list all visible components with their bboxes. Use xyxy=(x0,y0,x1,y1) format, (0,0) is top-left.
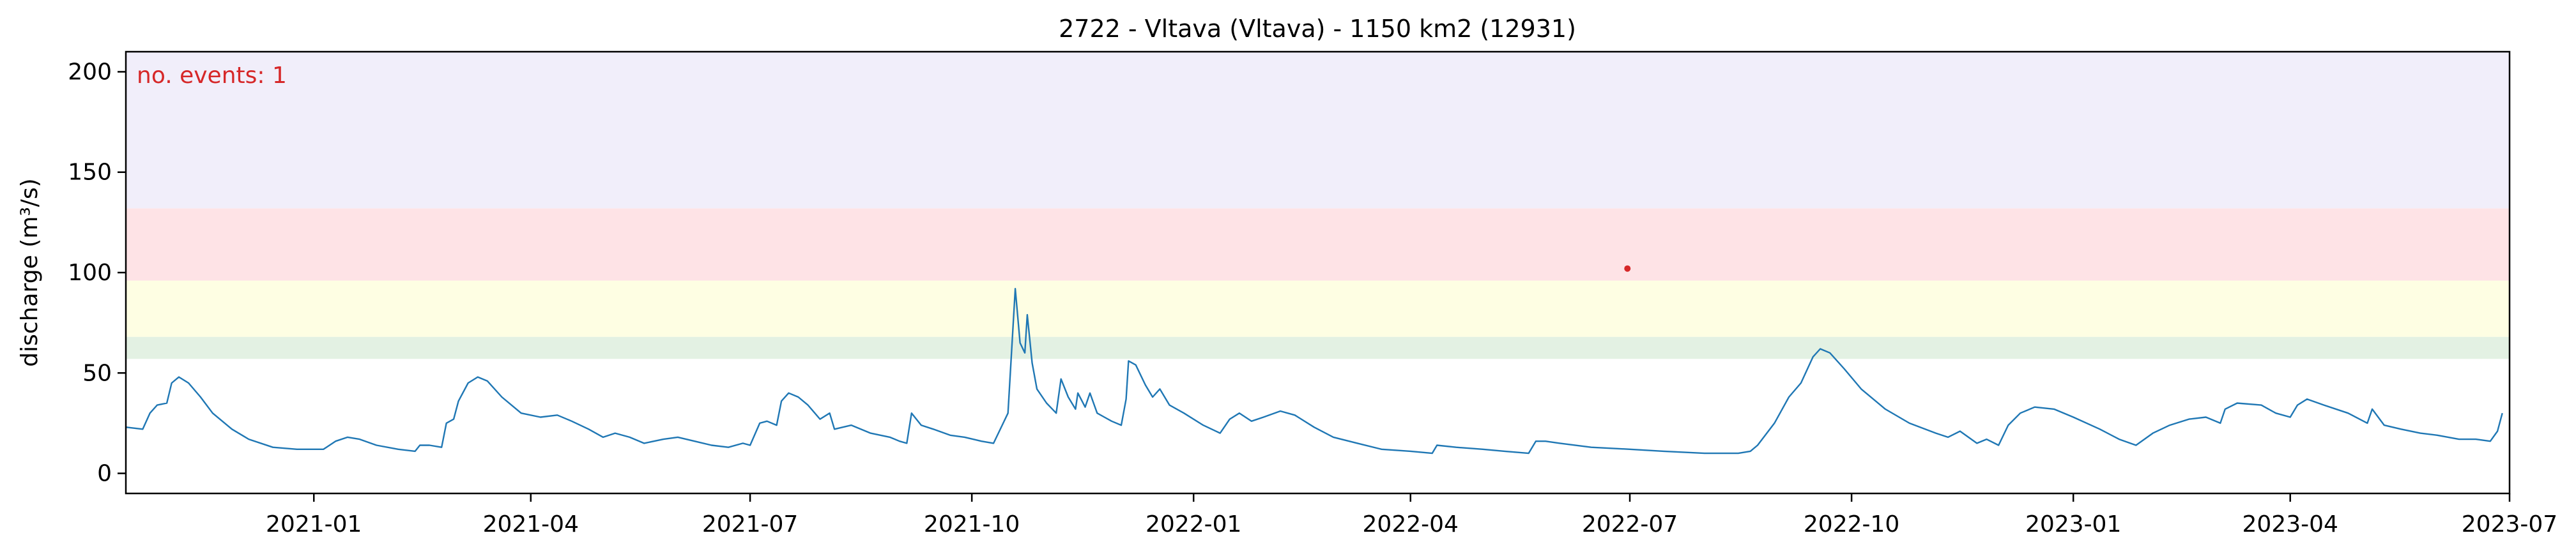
y-tick-label: 100 xyxy=(68,260,112,286)
y-axis-label: discharge (m³/s) xyxy=(17,178,43,366)
y-tick-label: 50 xyxy=(82,360,112,386)
threshold-band-3 xyxy=(126,52,2510,209)
x-tick-label: 2021-04 xyxy=(483,511,579,537)
event-point-0 xyxy=(1624,265,1631,272)
event-markers xyxy=(1624,265,1631,272)
x-axis: 2021-01 2021-04 2021-07 2021-10 2022-01 2022-… xyxy=(266,493,2557,537)
y-tick-label: 0 xyxy=(97,461,112,487)
x-tick-label: 2021-01 xyxy=(266,511,362,537)
x-tick-label: 2022-01 xyxy=(1146,511,1241,537)
x-tick-label: 2021-10 xyxy=(924,511,1020,537)
threshold-band-0 xyxy=(126,336,2510,359)
x-tick-label: 2023-01 xyxy=(2025,511,2121,537)
y-tick-label: 150 xyxy=(68,160,112,186)
threshold-band-1 xyxy=(126,280,2510,337)
y-tick-label: 200 xyxy=(68,59,112,85)
chart-title: 2722 - Vltava (Vltava) - 1150 km2 (12931… xyxy=(1059,15,1576,43)
x-tick-label: 2022-10 xyxy=(1804,511,1899,537)
discharge-series xyxy=(125,288,2503,455)
x-tick-label: 2021-07 xyxy=(702,511,798,537)
threshold-band-2 xyxy=(126,208,2510,281)
x-tick-label: 2023-04 xyxy=(2242,511,2338,537)
threshold-bands xyxy=(126,52,2510,359)
x-tick-label: 2022-07 xyxy=(1582,511,1678,537)
discharge-line xyxy=(125,288,2503,455)
y-axis: 0 50 100 150 200 xyxy=(68,59,126,487)
x-tick-label: 2023-07 xyxy=(2462,511,2557,537)
x-tick-label: 2022-04 xyxy=(1363,511,1459,537)
events-count-annotation: no. events: 1 xyxy=(137,63,287,89)
